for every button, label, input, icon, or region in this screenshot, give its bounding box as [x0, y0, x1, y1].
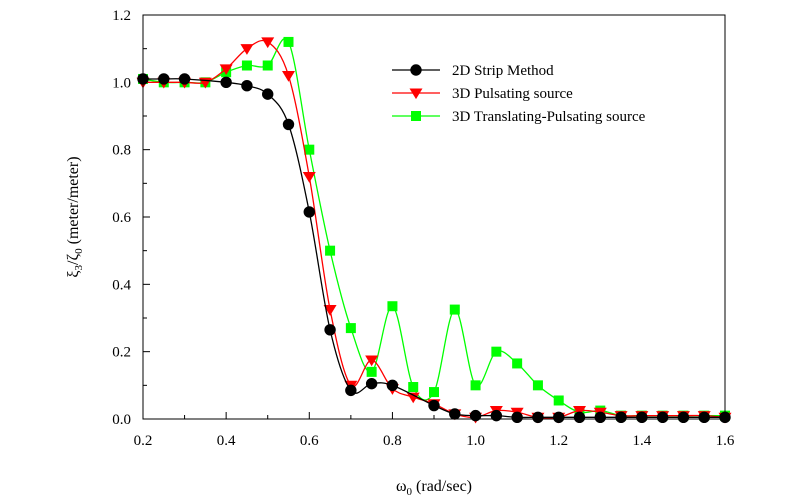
data-point: [240, 44, 254, 55]
y-tick-label: 0.0: [112, 412, 131, 428]
data-point: [365, 377, 378, 390]
y-tick-label: 0.6: [112, 210, 131, 226]
data-point: [262, 88, 274, 100]
x-tick-label: 1.6: [716, 433, 735, 449]
data-point: [573, 411, 586, 424]
legend-entry: 3D Translating-Pulsating source: [392, 109, 646, 125]
data-point: [302, 172, 316, 183]
data-point: [366, 366, 377, 377]
data-point: [303, 206, 315, 218]
data-point: [262, 60, 273, 71]
data-point: [490, 409, 503, 422]
data-point: [553, 395, 564, 406]
data-point: [325, 245, 336, 256]
data-point: [615, 411, 627, 424]
data-point: [406, 392, 420, 404]
x-axis-title-rest: (rad/sec): [412, 478, 472, 495]
legend-marker: [411, 111, 421, 121]
y-axis-title-p2: /ζ: [65, 254, 82, 265]
series-circle: [137, 73, 731, 424]
data-point: [532, 380, 543, 391]
legend: 2D Strip Method 3D Pulsating source 3D Tra…: [392, 63, 646, 125]
data-point: [345, 323, 356, 334]
x-tick-label: 0.4: [217, 433, 236, 449]
y-tick-label: 1.0: [112, 75, 131, 91]
series-line: [143, 78, 725, 419]
x-axis-title-sub: 0: [407, 486, 413, 498]
data-point: [428, 399, 440, 412]
series-layer: [136, 36, 732, 424]
data-point: [594, 411, 606, 424]
x-axis-title-main: ω: [396, 478, 407, 495]
data-point: [386, 379, 399, 392]
series-square: [138, 36, 730, 421]
data-point: [511, 411, 523, 424]
y-axis-title-rest: (meter/meter): [65, 156, 82, 248]
y-axis-title-p1: ξ: [65, 270, 82, 277]
data-point: [365, 355, 379, 367]
data-point: [553, 411, 565, 424]
data-point: [283, 36, 294, 47]
data-point: [429, 387, 439, 398]
data-point: [261, 37, 275, 49]
data-point: [491, 346, 502, 357]
data-point: [532, 411, 544, 424]
data-point: [304, 144, 315, 155]
legend-marker: [409, 88, 423, 100]
data-point: [573, 406, 586, 417]
y-tick-labels: 0.0 0.2 0.4 0.6 0.8 1.0 1.2: [112, 8, 131, 428]
data-point: [512, 358, 523, 369]
legend-label: 2D Strip Method: [452, 63, 554, 79]
legend-label: 3D Translating-Pulsating source: [452, 109, 646, 125]
x-tick-labels: 0.2 0.4 0.6 0.8 1.0 1.2 1.4 1.6: [134, 433, 735, 449]
data-point: [282, 71, 295, 82]
data-point: [158, 73, 170, 85]
x-axis-title: ω0 (rad/sec): [396, 478, 472, 498]
data-point: [469, 409, 482, 422]
data-point: [219, 64, 233, 76]
x-tick-label: 0.2: [134, 433, 153, 449]
x-tick-label: 1.0: [466, 433, 485, 449]
data-point: [470, 380, 481, 391]
data-point: [698, 411, 710, 424]
x-tick-label: 1.2: [549, 433, 568, 449]
data-point: [241, 80, 253, 92]
x-tick-label: 0.8: [383, 433, 402, 449]
data-point: [345, 384, 357, 397]
data-point: [656, 411, 669, 424]
series-triangle-down: [136, 37, 732, 424]
y-tick-label: 1.2: [112, 8, 131, 24]
y-tick-label: 0.2: [112, 345, 131, 361]
x-tick-label: 0.6: [300, 433, 319, 449]
series-line: [142, 38, 725, 417]
data-point: [449, 304, 460, 315]
legend-entry: 3D Pulsating source: [392, 86, 573, 102]
y-axis-title-sub2: 0: [73, 248, 85, 254]
data-point: [220, 76, 232, 89]
legend-marker: [410, 64, 422, 76]
x-tick-label: 1.4: [632, 433, 651, 449]
data-point: [323, 305, 337, 316]
data-point: [387, 301, 398, 312]
data-point: [241, 60, 252, 71]
series-line: [143, 39, 726, 419]
legend-entry: 2D Strip Method: [392, 63, 554, 79]
y-tick-label: 0.8: [112, 143, 131, 159]
y-axis-title: ξ3/ζ0 (meter/meter): [65, 156, 85, 277]
data-point: [449, 408, 461, 420]
legend-label: 3D Pulsating source: [452, 86, 573, 102]
data-point: [677, 411, 690, 424]
data-point: [178, 73, 191, 85]
data-point: [324, 324, 336, 336]
data-point: [408, 382, 419, 393]
y-axis-title-sub1: 3: [73, 264, 85, 270]
data-point: [282, 118, 295, 131]
plot-frame: [142, 14, 726, 420]
data-point: [636, 411, 648, 424]
y-tick-label: 0.4: [112, 277, 131, 293]
